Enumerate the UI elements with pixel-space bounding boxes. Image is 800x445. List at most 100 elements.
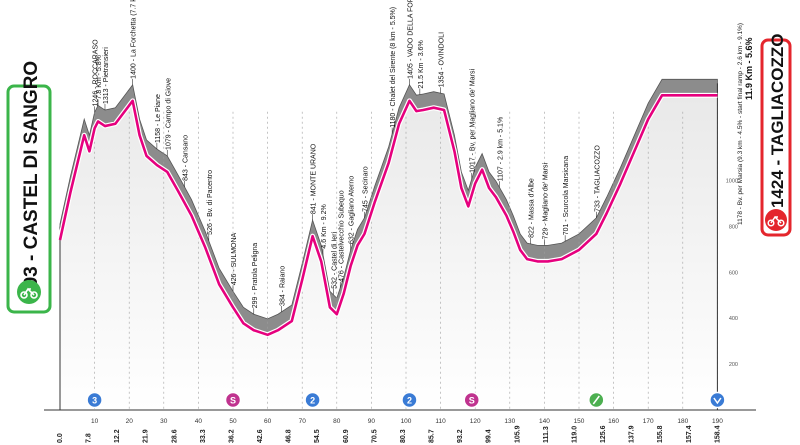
x-tick-label: 170 bbox=[643, 418, 654, 425]
x-tick-label: 190 bbox=[712, 418, 723, 425]
km-readout-label: 33.3 bbox=[200, 429, 207, 443]
km-readout-label: 125.6 bbox=[600, 425, 607, 443]
km-readout-label: 36.2 bbox=[228, 429, 235, 443]
km-readout-label: 21.9 bbox=[143, 429, 150, 443]
km-readout-label: 60.9 bbox=[343, 429, 350, 443]
km-readout-label: 28.6 bbox=[171, 429, 178, 443]
marker-climb-icon bbox=[401, 391, 418, 409]
start-banner: 793 - CASTEL DI SANGRO bbox=[6, 61, 52, 314]
km-readout-label: 54.5 bbox=[314, 429, 321, 443]
annotation-label: 1405 - VADO DELLA FORCELLA (LAST 5.7 KM … bbox=[407, 0, 414, 79]
km-readout-label: 137.9 bbox=[629, 425, 636, 443]
marker-sprint-icon bbox=[463, 391, 480, 409]
profile-line bbox=[58, 94, 718, 337]
annotation-label: 701 - Scurcola Marsicana bbox=[563, 156, 570, 235]
annotation-label: 4.6 Km - 9.2% bbox=[321, 204, 328, 248]
annotation-label: 7.8 Km - 5.8% bbox=[96, 55, 103, 99]
km-readout-label: 46.8 bbox=[286, 429, 293, 443]
marker-symbol: S bbox=[469, 396, 475, 406]
grid-layer bbox=[44, 83, 756, 411]
annotation-label: 1079 - Campo di Giove bbox=[165, 78, 172, 150]
marker-final-chevron bbox=[713, 397, 722, 405]
x-tick-label: 160 bbox=[608, 418, 619, 425]
start-bike-icon bbox=[20, 287, 38, 299]
annotation-label: 745 - Secinaro bbox=[362, 166, 369, 212]
km-readout-label: 70.5 bbox=[371, 429, 378, 443]
km-readout-layer: 0.0 7.8 12.2 21.9 28.6 33.3 36.2 42.6 46.8 54.5 60… bbox=[57, 425, 721, 443]
marker-feed-stroke bbox=[592, 395, 600, 405]
y-tick-label: 1000 bbox=[726, 179, 738, 185]
finish-climb-note: 11.9 Km - 5.6% bbox=[744, 37, 754, 100]
x-tick-label: 40 bbox=[195, 418, 203, 425]
km-readout-label: 42.6 bbox=[257, 429, 264, 443]
finish-bike-badge bbox=[765, 209, 787, 231]
x-tick-label: 20 bbox=[126, 418, 134, 425]
marker-symbol: S bbox=[230, 396, 236, 406]
finish-label: 1424 - TAGLIACOZZO bbox=[768, 34, 787, 208]
terrain-area bbox=[60, 83, 718, 410]
marker-symbol: 2 bbox=[407, 396, 412, 406]
y-tick-label: 800 bbox=[729, 224, 738, 230]
x-tick-label: 60 bbox=[264, 418, 272, 425]
km-readout-label: 157.4 bbox=[686, 425, 693, 443]
annotation-label: 1017 - Bv. per Magliano de' Marsi bbox=[470, 69, 477, 173]
finish-banner: 1424 - TAGLIACOZZO 11.9 Km - 5.6% 1178 -… bbox=[737, 23, 792, 237]
start-bike-badge bbox=[17, 280, 41, 304]
km-readout-label: 158.4 bbox=[714, 425, 721, 443]
annotation-label: 532 - Castel di Ieri bbox=[331, 231, 338, 288]
annotation-label: 526 - Bv. di Pacentro bbox=[207, 170, 214, 235]
x-tick-label: 80 bbox=[333, 418, 341, 425]
y-tick-layer: 200 400 600 800 1000 bbox=[726, 179, 738, 369]
marker-sprint-icon bbox=[224, 391, 242, 409]
km-readout-label: 93.2 bbox=[457, 429, 464, 443]
x-tick-label: 110 bbox=[435, 418, 446, 425]
marker-climb-icon bbox=[86, 391, 103, 409]
annotation-label: 733 - TAGLIACOZZO bbox=[594, 145, 601, 212]
km-readout-label: 99.4 bbox=[486, 429, 493, 443]
annotation-label: 476 - Castelvecchio Subequo bbox=[338, 190, 345, 282]
annotation-label: 1107 - 2.9 km - 5.1% bbox=[497, 117, 504, 181]
annotation-label: 843 - Cansano bbox=[183, 135, 190, 181]
km-readout-label: 155.8 bbox=[657, 425, 664, 443]
annotation-label: 1400 - La Forchetta (7.7 km - 8%) bbox=[131, 0, 138, 79]
profile-layer bbox=[57, 92, 718, 338]
marker-layer: 3 S 2 2 S bbox=[86, 391, 726, 409]
annotation-label: 1313 - Pietransieri bbox=[103, 47, 110, 104]
annotation-label: 384 - Raiano bbox=[279, 266, 286, 306]
km-readout-label: 80.3 bbox=[400, 429, 407, 443]
x-tick-label: 30 bbox=[160, 418, 168, 425]
y-tick-label: 600 bbox=[729, 270, 738, 276]
finish-bike-icon bbox=[767, 215, 785, 227]
km-readout-label: 12.2 bbox=[114, 429, 121, 443]
y-tick-label: 400 bbox=[729, 316, 738, 322]
start-banner-frame bbox=[6, 84, 52, 314]
x-tick-label: 100 bbox=[401, 418, 412, 425]
x-tick-label: 10 bbox=[91, 418, 99, 425]
x-tick-layer: 10 20 30 40 50 60 70 80 90 100 110 120 130 140 150 160 1… bbox=[91, 418, 723, 425]
annotation-label: 1180 - Chalet del Sirente (8 km - 5.5%) bbox=[390, 7, 397, 128]
y-tick-label: 200 bbox=[729, 362, 738, 368]
finish-ramp-note: 1178 - Bv. per Marsia (9.3 km - 4.5% - s… bbox=[737, 23, 744, 225]
annotation-label: 1246 - ROCCARASO bbox=[93, 39, 100, 106]
annotation-label: 426 - SULMONA bbox=[231, 232, 238, 285]
annotation-label: 632 - Gagliano Aterno bbox=[349, 176, 356, 244]
x-tick-label: 150 bbox=[574, 418, 585, 425]
annotation-label: 841 - MONTE URANO bbox=[311, 143, 318, 214]
marker-climb-icon bbox=[304, 391, 321, 409]
km-readout-label: 111.3 bbox=[543, 426, 550, 443]
x-tick-label: 180 bbox=[677, 418, 688, 425]
x-tick-label: 120 bbox=[470, 418, 481, 425]
km-readout-label: 119.0 bbox=[571, 426, 578, 443]
annotation-label: 299 - Pratola Peligna bbox=[252, 243, 259, 308]
x-tick-label: 90 bbox=[368, 418, 376, 425]
x-tick-label: 70 bbox=[299, 418, 307, 425]
km-readout-label: 0.0 bbox=[57, 433, 64, 443]
x-tick-label: 140 bbox=[539, 418, 550, 425]
marker-symbol: 3 bbox=[92, 396, 97, 406]
annotation-label: 1158 - Le Piane bbox=[155, 94, 162, 143]
annotation-label: 822 - Massa d'Albe bbox=[529, 178, 536, 238]
annotation-label: 729 - Magliano de' Marsi bbox=[542, 163, 549, 240]
